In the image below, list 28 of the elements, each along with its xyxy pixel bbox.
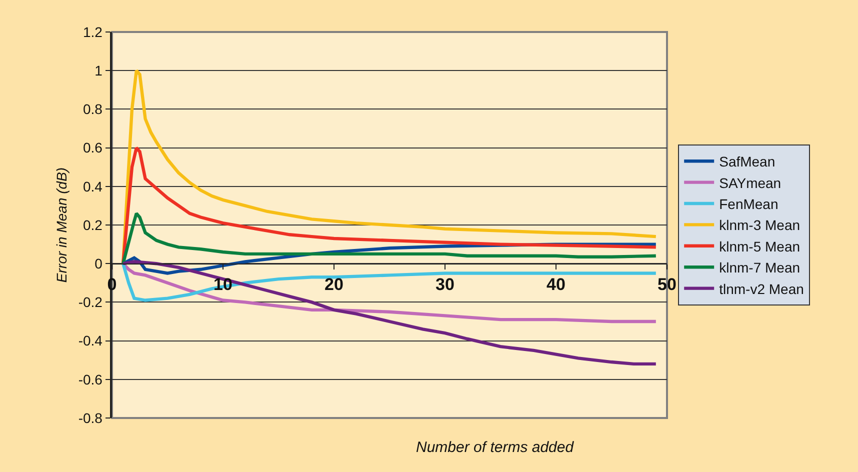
line-series xyxy=(122,212,658,266)
legend-label: tlnm-v2 Mean xyxy=(719,280,804,297)
legend-label: SafMean xyxy=(719,154,776,170)
y-axis-title: Error in Mean (dB) xyxy=(53,167,70,283)
x-tick-label: 30 xyxy=(436,275,454,294)
line-series xyxy=(122,262,658,302)
y-tick-label: -0.8 xyxy=(78,410,103,426)
y-tick-label: 0.8 xyxy=(82,101,103,118)
y-tick-label: 0 xyxy=(94,256,103,272)
legend-label: FenMean xyxy=(719,196,778,212)
y-tick-label: 1.2 xyxy=(82,24,103,40)
line-series xyxy=(122,146,658,266)
y-tick-label: 1 xyxy=(94,62,103,78)
legend-label: klnm-3 Mean xyxy=(719,217,800,234)
x-tick-label: 50 xyxy=(658,275,676,294)
y-tick-label: -0.4 xyxy=(78,332,103,349)
y-tick-label: 0.6 xyxy=(82,140,103,156)
y-tick-label: 0.4 xyxy=(82,178,103,194)
line-series xyxy=(122,260,658,366)
x-tick-label: 20 xyxy=(324,275,344,294)
legend-label: klnm-7 Mean xyxy=(719,260,800,276)
y-tick-label: -0.2 xyxy=(78,294,103,310)
x-axis-title: Number of terms added xyxy=(416,439,574,456)
legend-label: SAYmean xyxy=(719,174,782,191)
x-tick-label: 40 xyxy=(546,275,566,294)
y-tick-label: -0.6 xyxy=(78,371,103,388)
y-tick-label: 0.2 xyxy=(82,216,103,233)
legend-label: klnm-5 Mean xyxy=(719,238,800,254)
